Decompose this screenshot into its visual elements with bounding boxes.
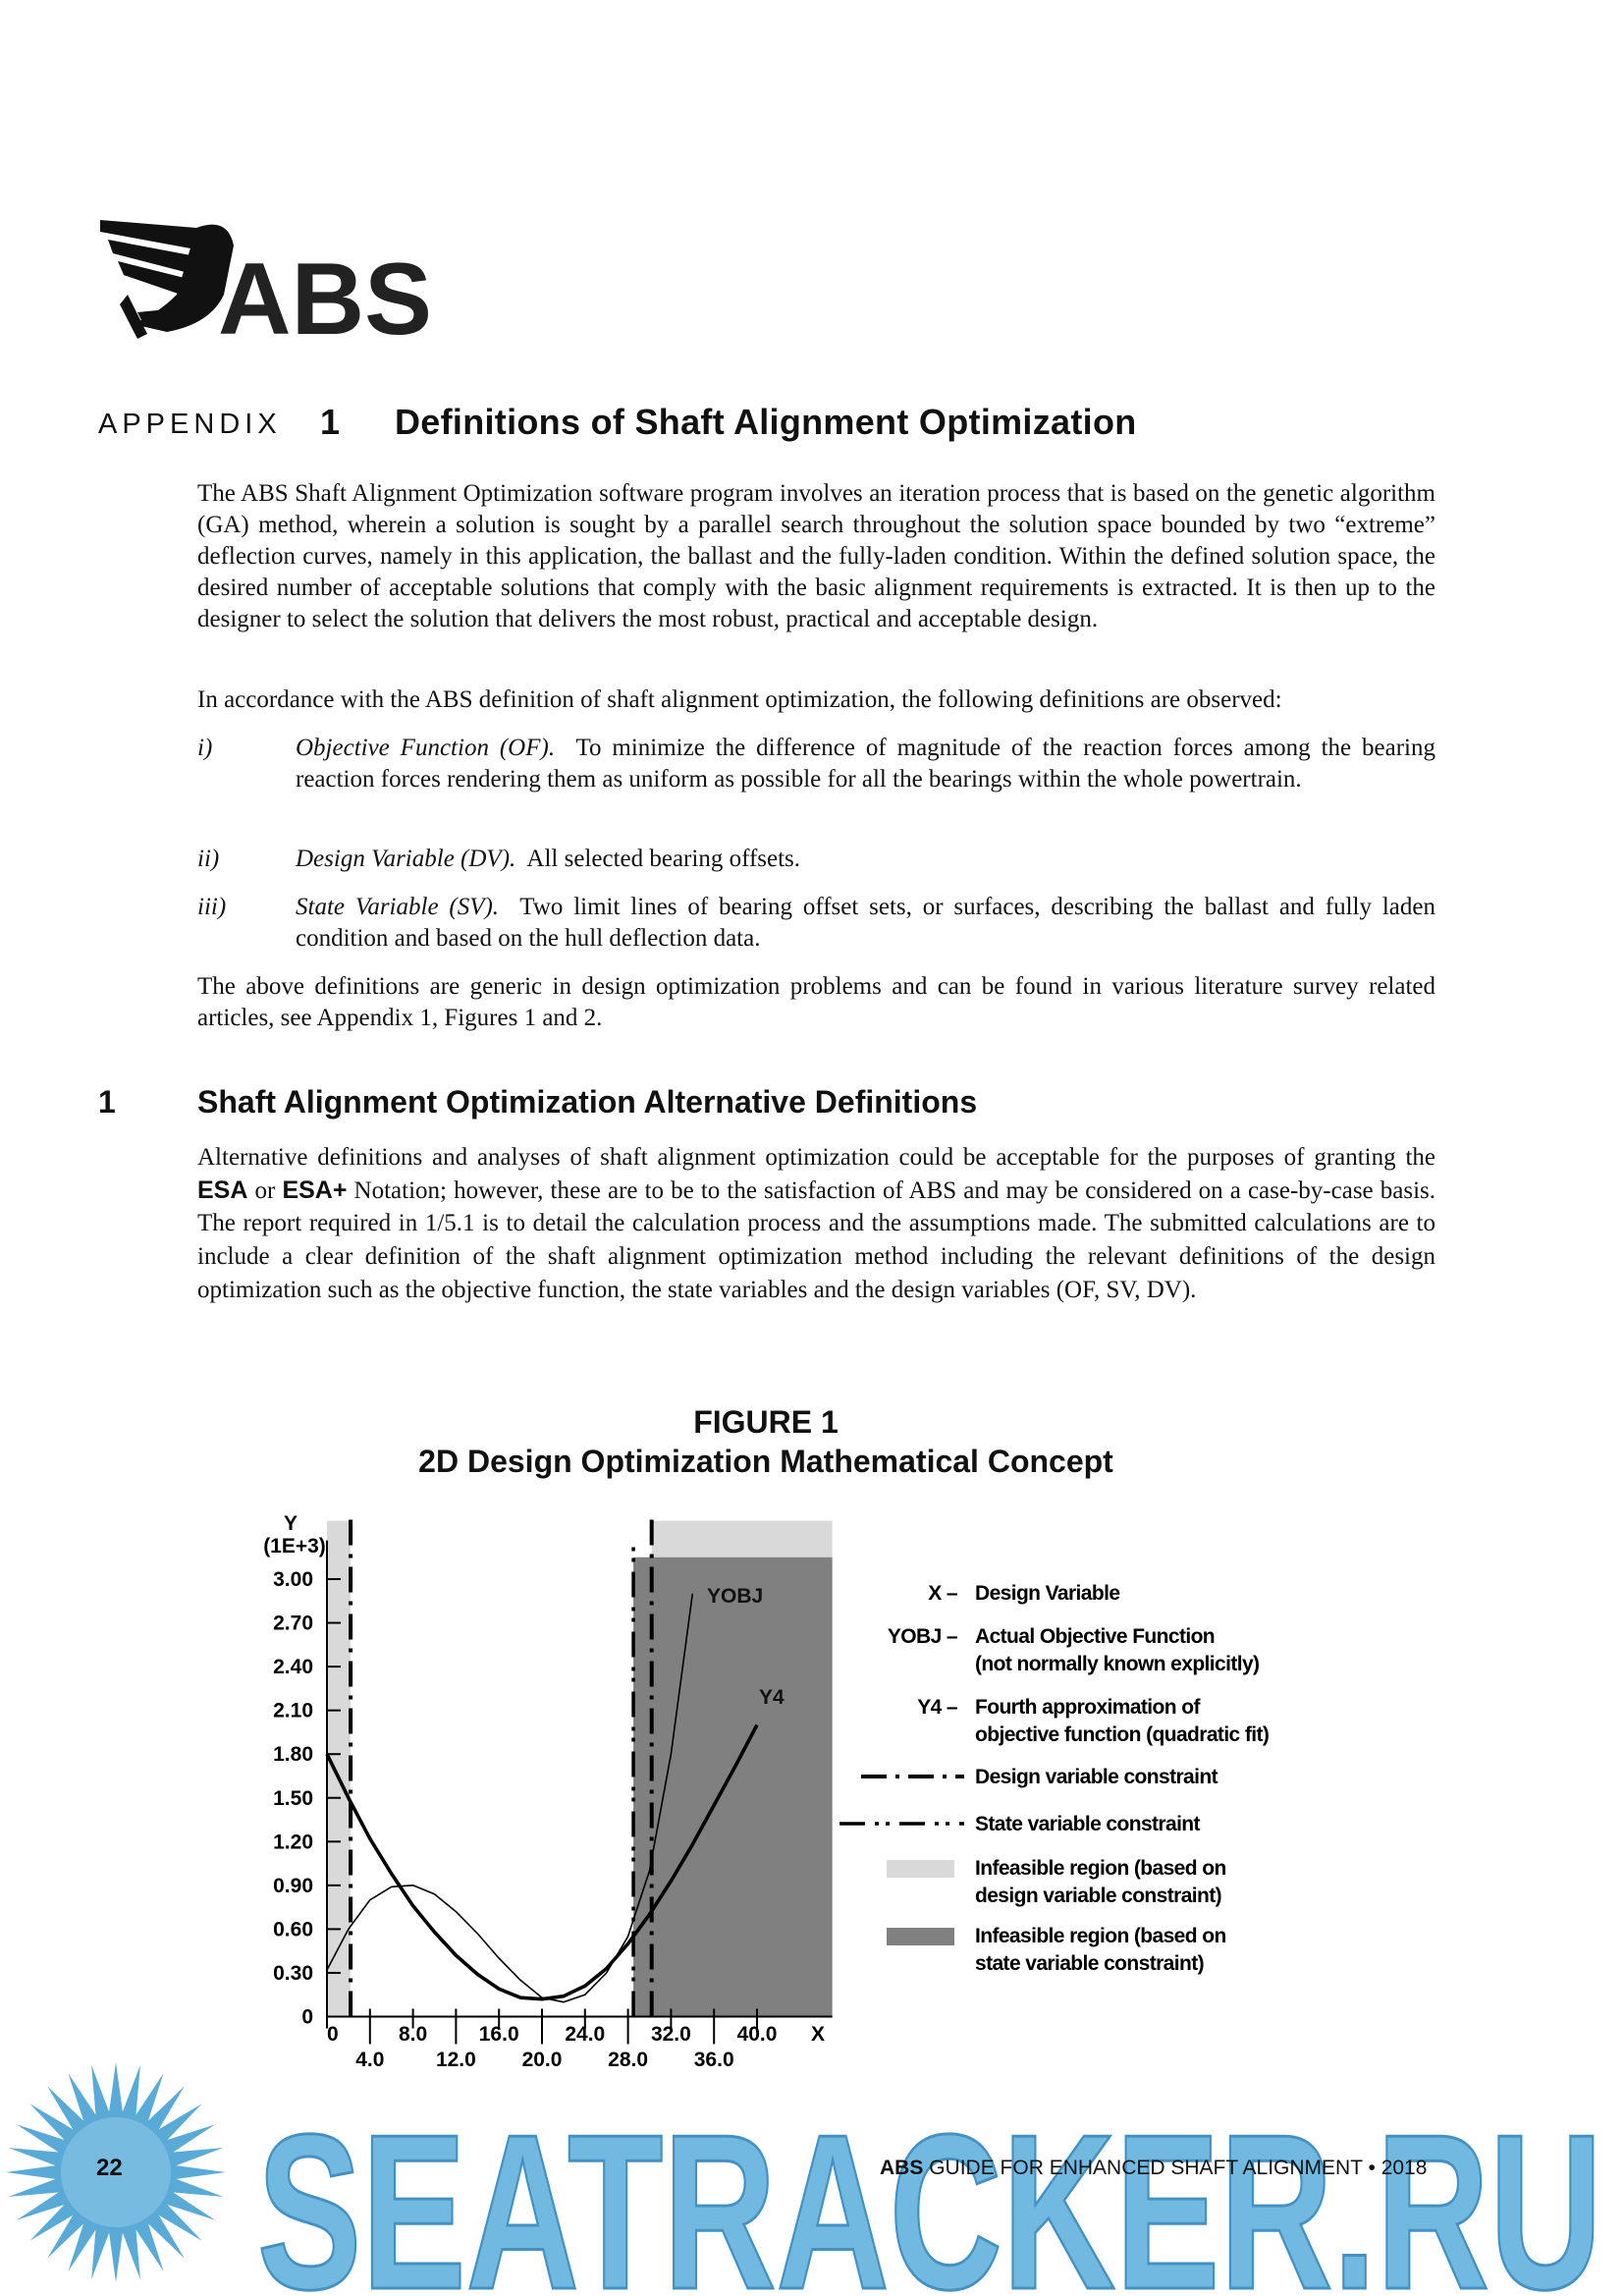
section-number: 1 — [98, 1084, 116, 1120]
curve-label: YOBJ — [707, 1585, 763, 1608]
appendix-number: 1 — [320, 402, 341, 442]
logo-text: ABS — [218, 243, 432, 356]
appendix-title: Definitions of Shaft Alignment Optimizat… — [395, 402, 1137, 442]
legend-text: (not normally known explicitly) — [975, 1653, 1259, 1675]
paragraph: The ABS Shaft Alignment Optimization sof… — [197, 480, 1435, 632]
watermark: SEATRACKER.RU — [6, 2062, 1604, 2296]
legend-swatch — [887, 1860, 954, 1878]
x-tick-label: 4.0 — [355, 2049, 384, 2071]
x-axis-label: X — [811, 2023, 825, 2046]
legend-text: design variable constraint) — [975, 1885, 1221, 1907]
x-tick-label: 12.0 — [436, 2049, 476, 2071]
text: Notation; however, these are to be to th… — [197, 1176, 1435, 1303]
figure-title: 2D Design Optimization Mathematical Conc… — [418, 1444, 1113, 1479]
definition-term: Objective Function (OF). — [296, 735, 556, 761]
footer-brand: ABS — [880, 2157, 924, 2179]
y-tick-label: 2.40 — [273, 1656, 313, 1678]
x-tick-label: 20.0 — [522, 2049, 563, 2071]
curve-label: Y4 — [759, 1686, 785, 1709]
y-tick-label: 2.70 — [273, 1613, 313, 1635]
x-tick-label: 8.0 — [399, 2023, 427, 2046]
paragraph: In accordance with the ABS definition of… — [197, 686, 1282, 713]
y-unit-label: (1E+3) — [263, 1535, 326, 1558]
logo-emblem — [100, 220, 234, 339]
legend-text: state variable constraint) — [975, 1952, 1204, 1975]
definition-marker: i) — [197, 735, 213, 761]
legend-key: X – — [928, 1582, 958, 1605]
x-tick-label: 28.0 — [608, 2049, 648, 2071]
legend-text: Infeasible region (based on — [975, 1857, 1226, 1880]
y-tick-label: 1.80 — [273, 1743, 313, 1766]
legend-text: State variable constraint — [975, 1813, 1201, 1835]
definition: State Variable (SV). Two limit lines of … — [296, 892, 1435, 955]
definition-text: To minimize the difference of magnitude … — [296, 735, 1435, 793]
y-tick-label: 0.30 — [273, 1962, 313, 1985]
notation: ESA+ — [282, 1175, 348, 1204]
y-tick-label: 1.20 — [273, 1831, 313, 1853]
x-tick-label: 32.0 — [651, 2023, 691, 2046]
y-axis-label: Y — [284, 1512, 298, 1535]
x-tick-label: 36.0 — [694, 2049, 734, 2071]
legend-text: Design Variable — [975, 1582, 1119, 1605]
definition-text: All selected bearing offsets. — [526, 846, 801, 872]
infeasible-region — [633, 1557, 833, 2017]
notation: ESA — [197, 1175, 248, 1204]
curve — [325, 1723, 759, 2001]
definition-term: State Variable (SV). — [296, 894, 500, 920]
legend-text: objective function (quadratic fit) — [975, 1723, 1269, 1746]
footer-text: ABS GUIDE FOR ENHANCED SHAFT ALIGNMENT •… — [880, 2157, 1427, 2180]
figure-label: FIGURE 1 — [693, 1404, 839, 1440]
x-tick-label: 24.0 — [565, 2023, 605, 2046]
definition-text: Two limit lines of bearing offset sets, … — [296, 894, 1435, 952]
legend-text: Actual Objective Function — [975, 1625, 1215, 1648]
x-tick-label: 40.0 — [737, 2023, 778, 2046]
starburst-center — [61, 2117, 171, 2227]
section-paragraph: Alternative definitions and analyses of … — [197, 1141, 1435, 1307]
page-number: 22 — [96, 2155, 123, 2181]
x-tick-label: 16.0 — [479, 2023, 519, 2046]
y-tick-label: 0.60 — [273, 1918, 313, 1941]
text: or — [247, 1176, 283, 1204]
section-title: Shaft Alignment Optimization Alternative… — [197, 1084, 978, 1120]
y-tick-label: 3.00 — [273, 1568, 313, 1591]
legend-swatch — [887, 1928, 954, 1945]
definition-marker: iii) — [197, 894, 227, 920]
curve — [326, 1593, 694, 2003]
definition-marker: ii) — [197, 846, 220, 872]
infeasible-region — [327, 1520, 352, 2017]
legend-key: Y4 – — [917, 1696, 958, 1719]
definition-term: Design Variable (DV). — [296, 846, 516, 872]
footer-guide: GUIDE FOR ENHANCED SHAFT ALIGNMENT — [929, 2157, 1363, 2179]
watermark-text: SEATRACKER.RU — [257, 2088, 1602, 2296]
y-tick-label: 0.90 — [273, 1875, 313, 1897]
y-tick-label: 0 — [301, 2006, 313, 2029]
legend-text: Design variable constraint — [975, 1766, 1218, 1788]
definition: Design Variable (DV). All selected beari… — [296, 844, 1435, 875]
definition: Objective Function (OF). To minimize the… — [296, 733, 1435, 795]
legend-text: Infeasible region (based on — [975, 1925, 1226, 1947]
footer-year: 2018 — [1380, 2157, 1428, 2179]
footer-separator: • — [1368, 2157, 1376, 2179]
figure: 0 0.30 0.60 0.90 1.20 1.50 1.80 2.10 2.40 2.70 3.0… — [263, 1512, 1270, 2071]
paragraph: The above definitions are generic in des… — [197, 973, 1435, 1031]
x-tick-label: 0 — [327, 2023, 339, 2046]
appendix-label: APPENDIX — [98, 409, 282, 440]
infeasible-region — [651, 1520, 833, 1558]
y-tick-label: 1.50 — [273, 1787, 313, 1810]
legend-text: Fourth approximation of — [975, 1696, 1201, 1719]
y-tick-label: 2.10 — [273, 1700, 313, 1722]
text: Alternative definitions and analyses of … — [197, 1144, 1435, 1171]
legend-key: YOBJ – — [888, 1625, 958, 1648]
